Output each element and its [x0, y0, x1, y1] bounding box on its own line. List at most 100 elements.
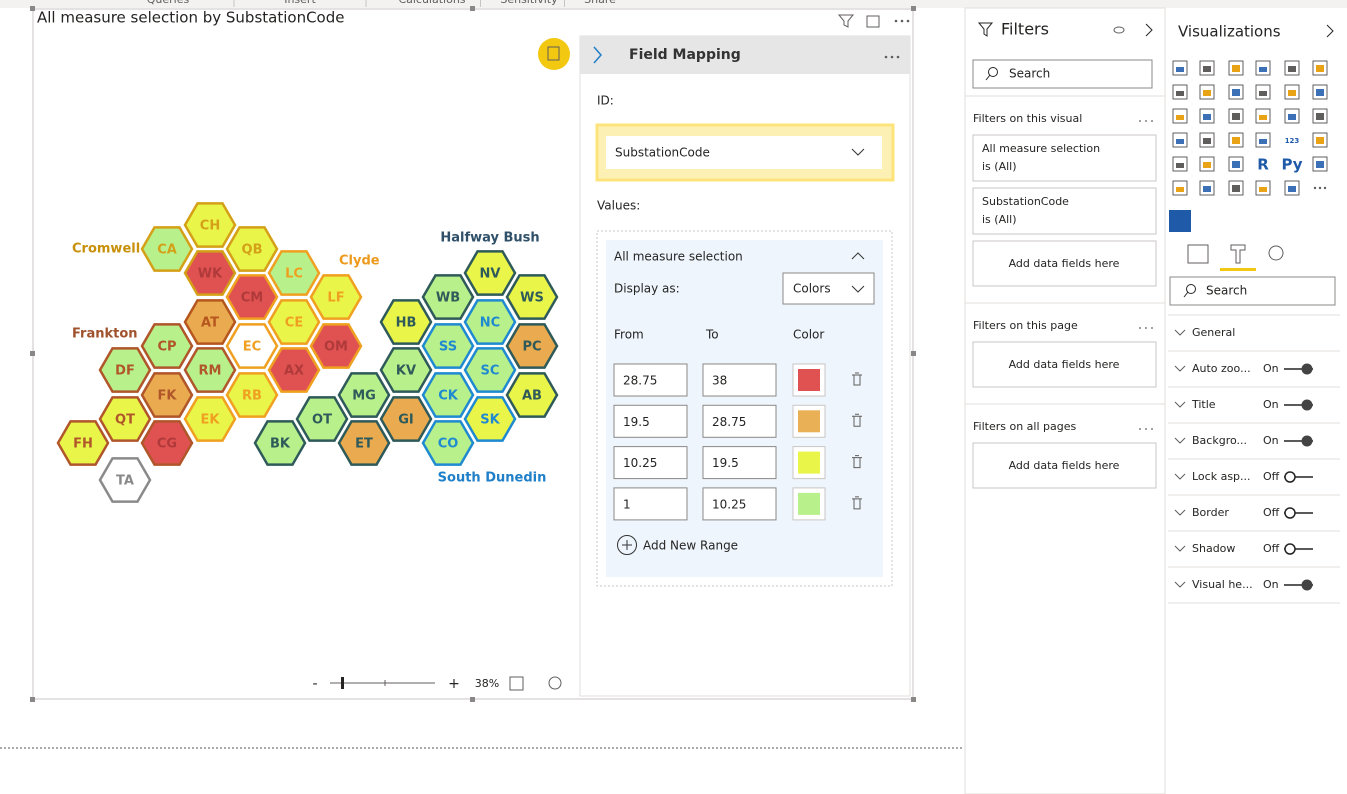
- format-tab[interactable]: [1230, 244, 1246, 264]
- hexagon[interactable]: [295, 396, 349, 442]
- hexagon[interactable]: [463, 347, 517, 393]
- more-icon[interactable]: [894, 19, 910, 23]
- viz-icon[interactable]: [1228, 84, 1244, 100]
- hexagon[interactable]: [463, 299, 517, 345]
- hexagon[interactable]: [140, 323, 194, 369]
- viz-icon[interactable]: R: [1257, 156, 1269, 174]
- hexagon[interactable]: [463, 396, 517, 442]
- hexagon[interactable]: [183, 250, 237, 296]
- hexagon[interactable]: [505, 274, 559, 320]
- section-more[interactable]: [1145, 428, 1147, 430]
- viz-more[interactable]: [1313, 186, 1317, 190]
- ribbon-tab[interactable]: Sensitivity: [500, 0, 558, 6]
- item-label[interactable]: General: [1192, 326, 1235, 339]
- item-chevron[interactable]: [1174, 401, 1186, 408]
- hexagon[interactable]: [225, 323, 279, 369]
- eye-icon[interactable]: [1113, 26, 1125, 34]
- hexagon[interactable]: [183, 347, 237, 393]
- viz-icon[interactable]: [1312, 60, 1328, 76]
- hexagon[interactable]: [421, 274, 475, 320]
- viz-icon[interactable]: [1284, 60, 1300, 76]
- to-input[interactable]: [702, 363, 777, 397]
- viz-icon[interactable]: Py: [1281, 156, 1302, 174]
- toggle-knob[interactable]: [1301, 399, 1313, 411]
- delete-range[interactable]: [852, 372, 862, 386]
- ribbon-tab[interactable]: Share: [584, 0, 616, 6]
- section-more[interactable]: [1139, 120, 1141, 122]
- drop-zone[interactable]: [972, 341, 1157, 388]
- toggle-knob[interactable]: [1301, 579, 1313, 591]
- viz-icon[interactable]: [1255, 132, 1271, 148]
- measure-collapse[interactable]: [851, 252, 865, 260]
- hexagon[interactable]: [379, 347, 433, 393]
- zoom-icon[interactable]: [548, 676, 562, 690]
- hexagon[interactable]: [267, 299, 321, 345]
- hexagon[interactable]: [140, 372, 194, 418]
- format-icon[interactable]: [538, 38, 570, 70]
- hexagon[interactable]: [183, 396, 237, 442]
- viz-icon[interactable]: [1284, 84, 1300, 100]
- filter-card[interactable]: [972, 187, 1157, 235]
- viz-icon[interactable]: 123: [1285, 137, 1300, 145]
- fields-tab[interactable]: [1187, 244, 1209, 264]
- hexagon[interactable]: [183, 202, 237, 248]
- viz-icon[interactable]: [1228, 108, 1244, 124]
- fit-icon[interactable]: [509, 676, 524, 691]
- viz-icon[interactable]: [1172, 180, 1188, 196]
- hexagon[interactable]: [140, 226, 194, 272]
- hexagon[interactable]: [463, 250, 517, 296]
- section-more[interactable]: [1145, 327, 1147, 329]
- drop-zone[interactable]: [972, 240, 1157, 287]
- viz-more[interactable]: [1323, 186, 1327, 190]
- zoom-thumb[interactable]: [341, 677, 344, 689]
- toggle-knob[interactable]: [1301, 435, 1313, 447]
- section-more[interactable]: [1139, 327, 1141, 329]
- zoom-out[interactable]: -: [312, 676, 317, 692]
- section-more[interactable]: [1151, 327, 1153, 329]
- collapse-viz[interactable]: [1326, 24, 1334, 38]
- viz-icon[interactable]: [1228, 156, 1244, 172]
- viz-icon[interactable]: [1172, 84, 1188, 100]
- collapse-chevron[interactable]: [593, 46, 602, 64]
- ribbon-tab[interactable]: Queries: [147, 0, 190, 6]
- delete-range[interactable]: [852, 413, 862, 427]
- viz-icon[interactable]: [1255, 60, 1271, 76]
- filter-card[interactable]: [972, 134, 1157, 182]
- delete-range[interactable]: [852, 496, 862, 510]
- viz-icon[interactable]: [1312, 84, 1328, 100]
- hexagon[interactable]: [98, 457, 152, 503]
- item-chevron[interactable]: [1174, 437, 1186, 444]
- item-chevron[interactable]: [1174, 581, 1186, 588]
- viz-icon[interactable]: [1228, 60, 1244, 76]
- to-input[interactable]: [702, 446, 777, 480]
- hexagon[interactable]: [98, 396, 152, 442]
- drop-zone[interactable]: [972, 442, 1157, 489]
- viz-icon[interactable]: [1228, 180, 1244, 196]
- viz-icon[interactable]: [1172, 108, 1188, 124]
- toggle-knob[interactable]: [1284, 507, 1296, 519]
- to-input[interactable]: [702, 487, 777, 521]
- toggle-knob[interactable]: [1284, 543, 1296, 555]
- item-label[interactable]: Border: [1192, 506, 1229, 519]
- from-input[interactable]: [613, 446, 688, 480]
- viz-icon[interactable]: [1312, 108, 1328, 124]
- viz-icon[interactable]: [1199, 180, 1215, 196]
- hexagon[interactable]: [225, 372, 279, 418]
- viz-icon[interactable]: [1255, 84, 1271, 100]
- id-dropdown[interactable]: [606, 136, 882, 169]
- item-label[interactable]: Lock asp...: [1192, 470, 1251, 483]
- from-input[interactable]: [613, 404, 688, 438]
- collapse-filters[interactable]: [1145, 23, 1153, 37]
- viz-icon[interactable]: [1199, 60, 1215, 76]
- viz-icon[interactable]: [1255, 108, 1271, 124]
- hexagon[interactable]: [98, 347, 152, 393]
- to-input[interactable]: [702, 404, 777, 438]
- item-chevron[interactable]: [1174, 329, 1186, 336]
- viz-icon[interactable]: [1312, 132, 1328, 148]
- viz-icon[interactable]: [1255, 180, 1271, 196]
- hexagon[interactable]: [267, 250, 321, 296]
- item-label[interactable]: Title: [1191, 398, 1216, 411]
- viz-icon[interactable]: [1312, 156, 1328, 172]
- hexagon[interactable]: [309, 274, 363, 320]
- viz-icon[interactable]: [1199, 108, 1215, 124]
